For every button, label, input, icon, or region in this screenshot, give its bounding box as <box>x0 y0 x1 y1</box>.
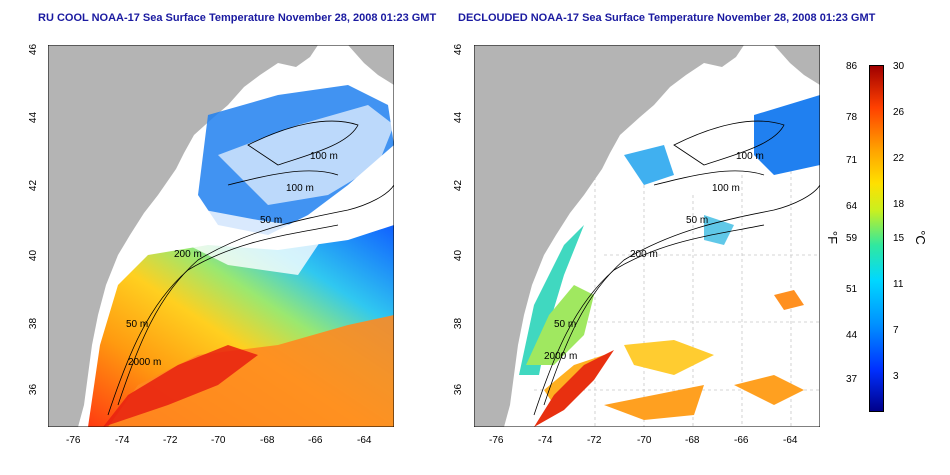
x-tick: -72 <box>163 435 178 446</box>
celsius-tick: 26 <box>893 107 905 118</box>
contour-label: 50 m <box>260 215 282 226</box>
x-tick: -74 <box>538 435 553 446</box>
left-map-title: RU COOL NOAA-17 Sea Surface Temperature … <box>38 12 437 24</box>
celsius-tick: 3 <box>893 371 899 382</box>
y-tick: 44 <box>28 111 40 124</box>
x-tick: -76 <box>489 435 504 446</box>
y-tick: 46 <box>28 43 40 56</box>
y-tick: 44 <box>453 111 465 124</box>
fahrenheit-unit-label: °F <box>825 230 841 245</box>
y-tick: 42 <box>28 179 40 192</box>
x-tick: -64 <box>357 435 372 446</box>
celsius-tick: 7 <box>893 325 899 336</box>
fahrenheit-tick: 51 <box>846 284 858 295</box>
y-tick: 36 <box>28 383 40 396</box>
contour-label: 2000 m <box>544 351 577 362</box>
fahrenheit-tick: 86 <box>846 61 858 72</box>
y-tick: 46 <box>453 43 465 56</box>
y-tick: 42 <box>453 179 465 192</box>
x-tick: -68 <box>260 435 275 446</box>
fahrenheit-tick: 37 <box>846 374 858 385</box>
x-tick: -70 <box>211 435 226 446</box>
x-tick: -66 <box>734 435 749 446</box>
x-tick: -74 <box>115 435 130 446</box>
x-tick: -68 <box>685 435 700 446</box>
celsius-tick: 15 <box>893 233 905 244</box>
celsius-tick: 11 <box>893 279 904 290</box>
contour-label: 50 m <box>686 215 708 226</box>
contour-label: 200 m <box>174 249 202 260</box>
left-sst-map: 100 m 100 m 50 m 200 m 50 m 2000 m <box>48 45 394 427</box>
celsius-tick: 22 <box>893 153 905 164</box>
fahrenheit-tick: 44 <box>846 330 858 341</box>
fahrenheit-tick: 71 <box>846 155 858 166</box>
y-tick: 40 <box>28 249 40 262</box>
fahrenheit-tick: 64 <box>846 201 858 212</box>
celsius-unit-label: °C <box>912 230 928 245</box>
contour-label: 100 m <box>712 183 740 194</box>
left-map-panel: 100 m 100 m 50 m 200 m 50 m 2000 m <box>48 45 394 427</box>
x-tick: -76 <box>66 435 81 446</box>
y-tick: 36 <box>453 383 465 396</box>
y-tick: 38 <box>28 317 40 330</box>
y-tick: 40 <box>453 249 465 262</box>
celsius-tick: 18 <box>893 199 905 210</box>
celsius-tick: 30 <box>893 61 905 72</box>
land-mass <box>474 45 744 427</box>
contour-label: 50 m <box>554 319 576 330</box>
x-tick: -66 <box>308 435 323 446</box>
contour-label: 100 m <box>286 183 314 194</box>
contour-label: 100 m <box>310 151 338 162</box>
fahrenheit-tick: 59 <box>846 233 858 244</box>
x-tick: -64 <box>783 435 798 446</box>
x-tick: -72 <box>587 435 602 446</box>
contour-label: 100 m <box>736 151 764 162</box>
temperature-colorbar <box>869 65 884 412</box>
right-map-panel: 100 m 100 m 50 m 200 m 50 m 2000 m <box>474 45 820 427</box>
right-map-title: DECLOUDED NOAA-17 Sea Surface Temperatur… <box>458 12 876 24</box>
x-tick: -70 <box>637 435 652 446</box>
contour-label: 50 m <box>126 319 148 330</box>
right-sst-map: 100 m 100 m 50 m 200 m 50 m 2000 m <box>474 45 820 427</box>
fahrenheit-tick: 78 <box>846 112 858 123</box>
contour-label: 2000 m <box>128 357 161 368</box>
land-mass <box>48 45 318 427</box>
y-tick: 38 <box>453 317 465 330</box>
contour-label: 200 m <box>630 249 658 260</box>
